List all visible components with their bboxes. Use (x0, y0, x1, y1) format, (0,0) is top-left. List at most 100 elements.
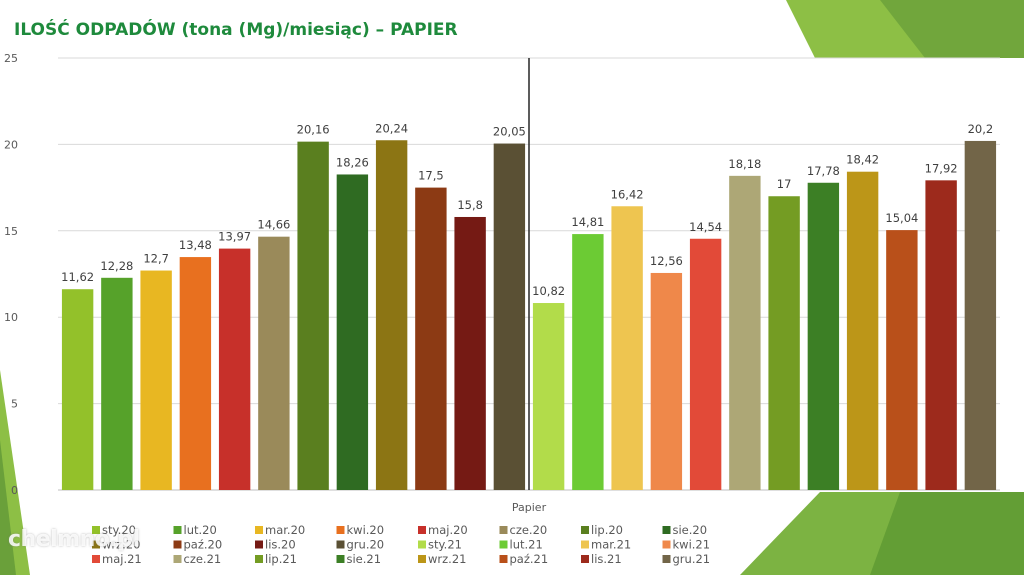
data-label: 11,62 (61, 270, 94, 284)
data-label: 18,42 (846, 153, 879, 167)
legend-label: kwi.21 (673, 538, 711, 552)
data-label: 14,81 (571, 215, 604, 229)
legend-label: gru.21 (673, 552, 711, 566)
legend-label: wrz.20 (102, 538, 140, 552)
bar-lut.20 (101, 277, 133, 490)
legend-swatch (336, 540, 345, 549)
bar-gru.20 (493, 143, 526, 491)
legend-label: cze.20 (510, 523, 548, 537)
data-label: 20,2 (968, 122, 994, 136)
legend-swatch (173, 540, 182, 549)
legend-swatch (581, 526, 589, 534)
bar-gru.21 (964, 140, 997, 490)
legend-swatch (662, 526, 671, 534)
data-label: 15,04 (885, 211, 918, 225)
legend-label: wrz.21 (428, 552, 466, 566)
data-label: 14,54 (689, 220, 722, 234)
bar-lip.20 (297, 141, 329, 490)
legend-label: sty.21 (428, 538, 462, 552)
legend-swatch (255, 555, 263, 563)
bar-sty.20 (61, 289, 94, 490)
legend-label: mar.20 (265, 523, 305, 537)
bar-sie.20 (336, 174, 369, 490)
bar-lis.20 (454, 216, 486, 491)
bar-lip.21 (768, 196, 800, 491)
legend-label: maj.21 (102, 552, 142, 566)
bar-mar.20 (140, 270, 172, 490)
legend-label: lis.21 (591, 552, 622, 566)
data-label: 20,16 (297, 123, 330, 137)
y-tick-label: 0 (11, 484, 18, 497)
slide-title: ILOŚĆ ODPADÓW (tona (Mg)/miesiąc) – PAPI… (14, 20, 458, 40)
data-label: 10,82 (532, 284, 565, 298)
bar-cze.20 (258, 236, 290, 490)
legend-swatch (255, 526, 263, 534)
bar-cze.21 (729, 175, 761, 490)
legend-swatch (581, 555, 589, 563)
bar-wrz.20 (375, 140, 408, 490)
legend-swatch (255, 540, 263, 549)
corner-shape-bottom-right-dark (870, 492, 1024, 575)
legend-swatch (92, 526, 100, 534)
data-label: 12,28 (100, 259, 133, 273)
legend-swatch (173, 555, 182, 563)
y-tick-label: 10 (4, 311, 18, 324)
legend-label: kwi.20 (347, 523, 385, 537)
site-watermark: chelmno.pl (8, 527, 140, 552)
legend-swatch (581, 540, 589, 549)
legend-swatch (92, 540, 100, 549)
bar-mar.21 (611, 206, 643, 490)
bar-sty.21 (532, 303, 565, 490)
legend-swatch (418, 526, 426, 534)
legend-swatch (662, 555, 671, 563)
bar-kwi.21 (650, 272, 683, 490)
legend-label: lut.21 (510, 538, 543, 552)
bar-wrz.21 (846, 171, 879, 490)
data-label: 18,26 (336, 155, 369, 169)
data-label: 18,18 (728, 157, 761, 171)
data-label: 12,7 (143, 252, 169, 266)
bar-maj.21 (689, 238, 722, 490)
bar-maj.20 (218, 248, 251, 490)
bar-paź.20 (415, 187, 447, 490)
legend-label: paź.21 (510, 552, 549, 566)
bar-paź.21 (886, 230, 918, 491)
bar-sie.21 (807, 182, 840, 490)
legend-swatch (418, 540, 426, 549)
y-tick-label: 20 (4, 138, 18, 151)
legend-swatch (499, 555, 508, 563)
data-label: 13,97 (218, 230, 251, 244)
data-label: 20,24 (375, 121, 408, 135)
data-label: 17,78 (807, 164, 840, 178)
data-label: 17,5 (418, 169, 444, 183)
legend-label: sie.21 (347, 552, 382, 566)
legend-label: sty.20 (102, 523, 136, 537)
data-label: 14,66 (257, 218, 290, 232)
legend-label: lis.20 (265, 538, 296, 552)
y-tick-label: 15 (4, 225, 18, 238)
corner-shape-top-right-dark (880, 0, 1024, 58)
legend-swatch (92, 555, 100, 563)
legend-label: lut.20 (184, 523, 217, 537)
y-tick-label: 5 (11, 398, 18, 411)
data-label: 13,48 (179, 238, 212, 252)
legend-swatch (662, 540, 671, 549)
legend-swatch (336, 526, 345, 534)
y-tick-label: 25 (4, 52, 18, 65)
legend-swatch (418, 555, 426, 563)
corner-shape-bottom-left-dark (0, 440, 16, 575)
data-label: 15,8 (457, 198, 483, 212)
legend-swatch (499, 540, 508, 549)
data-label: 17,92 (925, 161, 958, 175)
data-label: 16,42 (611, 187, 644, 201)
x-axis-title: Papier (512, 501, 547, 514)
legend-label: lip.21 (265, 552, 297, 566)
legend-label: gru.20 (347, 538, 385, 552)
legend-swatch (336, 555, 345, 563)
legend-swatch (499, 526, 508, 534)
legend-label: maj.20 (428, 523, 468, 537)
bar-kwi.20 (179, 257, 212, 490)
legend-label: sie.20 (673, 523, 708, 537)
